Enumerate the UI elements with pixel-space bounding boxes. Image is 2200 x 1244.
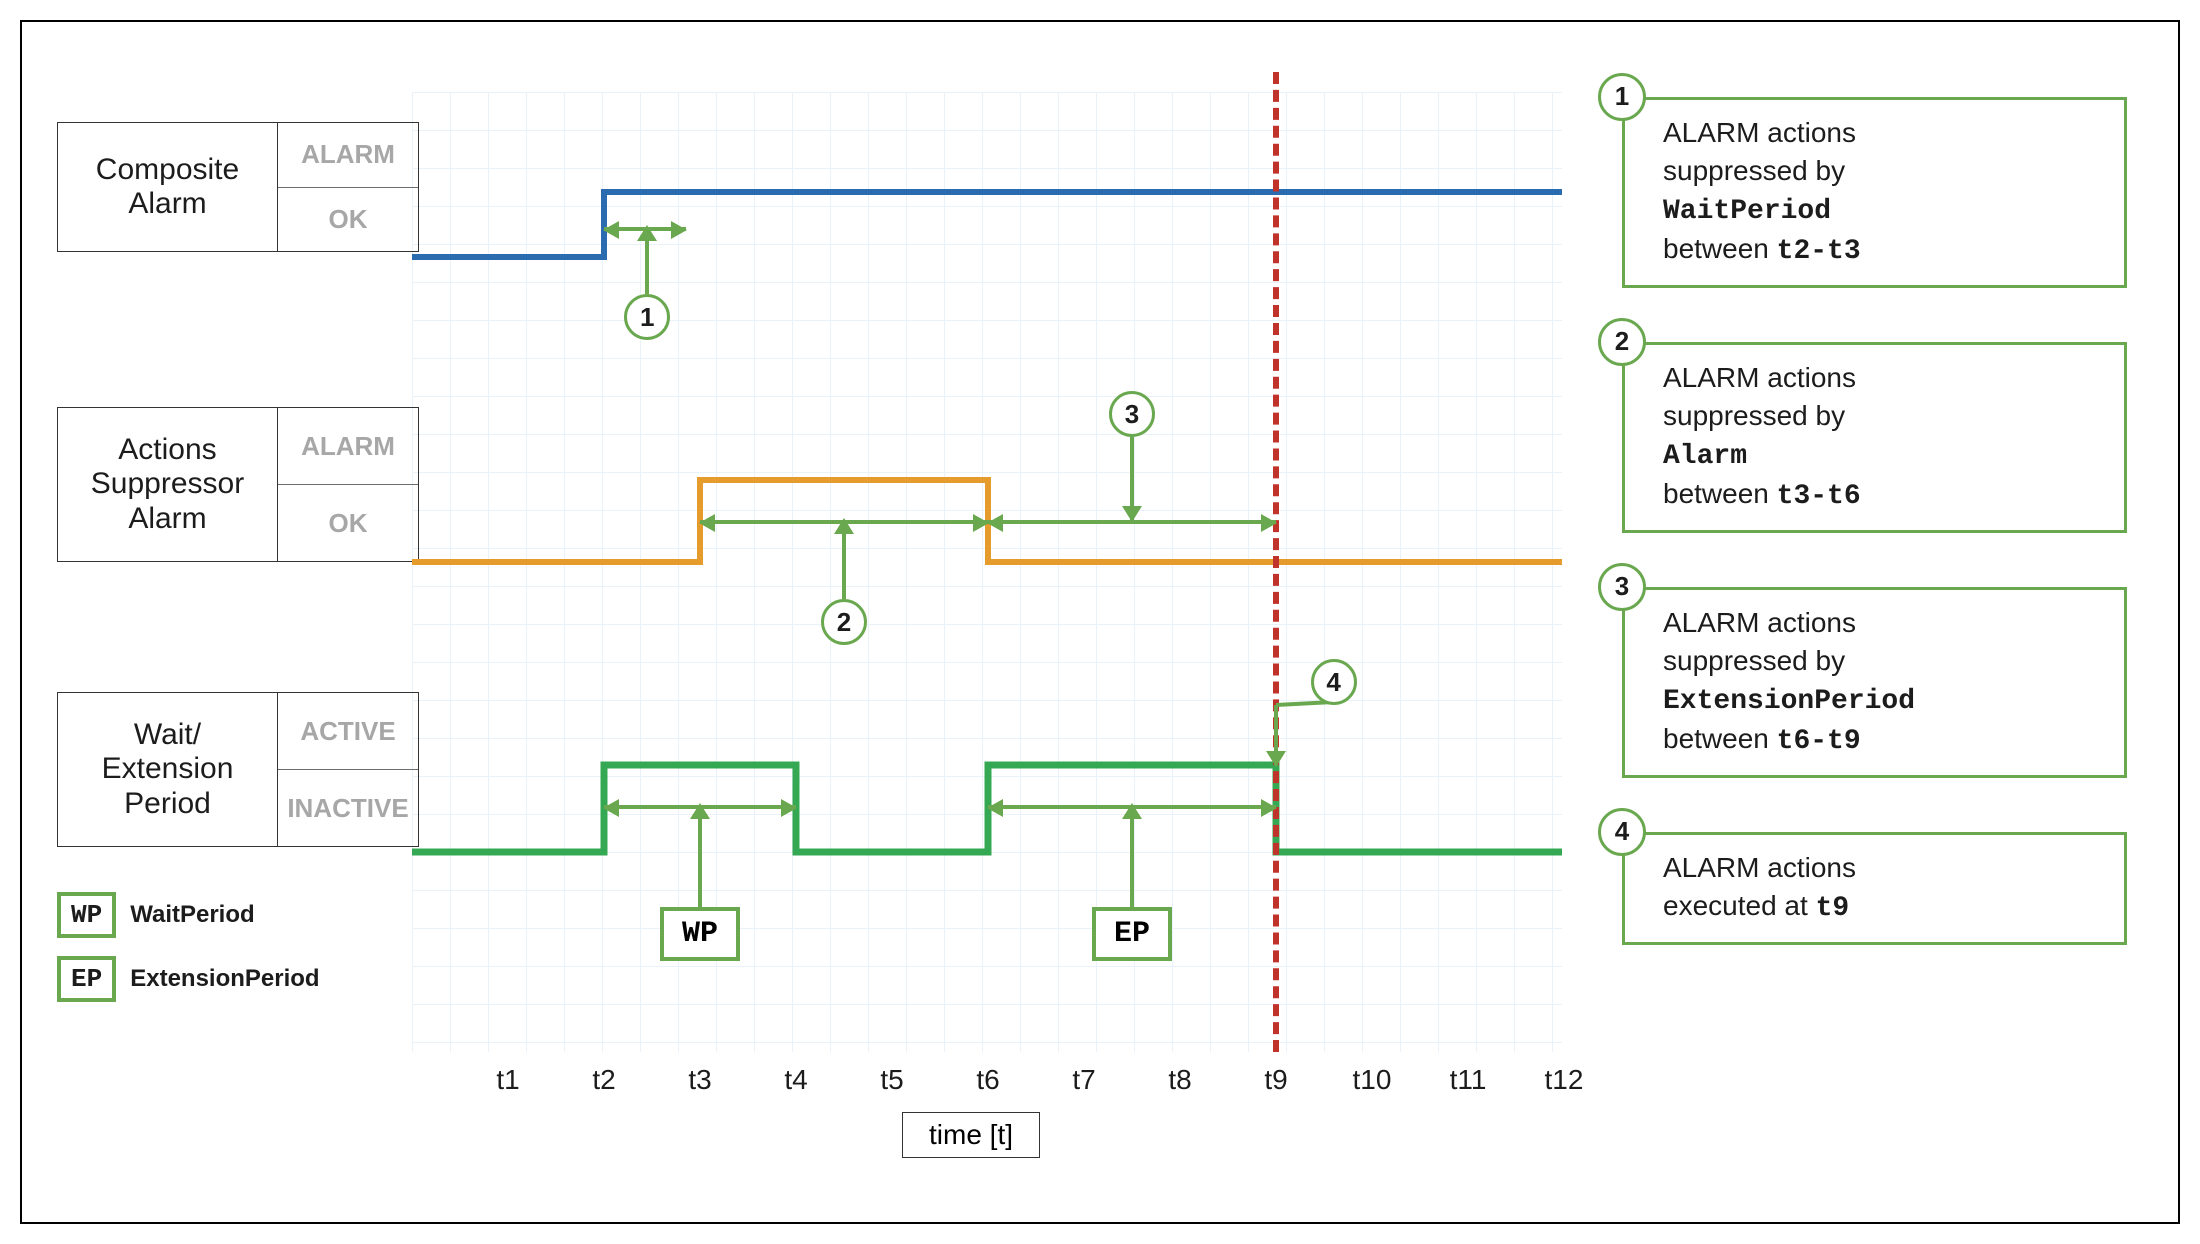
legend-chip: WP: [57, 892, 116, 938]
annotation-line: WaitPeriod: [1663, 190, 2104, 231]
legend-chip: EP: [57, 956, 116, 1002]
execution-marker-line: [1273, 72, 1279, 1052]
annotation-box: 3ALARM actionssuppressed byExtensionPeri…: [1622, 587, 2127, 778]
annotation-line: suppressed by: [1663, 642, 2104, 680]
time-tick: t5: [844, 1064, 940, 1096]
row-label-block: CompositeAlarmALARMOK: [57, 122, 419, 252]
annotation-line: executed at t9: [1663, 887, 2104, 928]
time-tick: t9: [1228, 1064, 1324, 1096]
row-state-label: OK: [278, 484, 418, 561]
chart-grid: [412, 92, 1562, 1052]
time-tick: t4: [748, 1064, 844, 1096]
row-state-label: ALARM: [278, 123, 418, 187]
annotation-line: between t2-t3: [1663, 230, 2104, 271]
row-name: ActionsSuppressorAlarm: [58, 408, 278, 561]
period-pill: EP: [1092, 907, 1172, 961]
callout-bubble: 3: [1109, 391, 1155, 437]
time-ticks: t1t2t3t4t5t6t7t8t9t10t11t12: [460, 1064, 1612, 1096]
row-state-label: OK: [278, 187, 418, 252]
callout-bubble: 2: [821, 599, 867, 645]
legend-item-ep: EP ExtensionPeriod: [57, 956, 320, 1002]
row-name: CompositeAlarm: [58, 123, 278, 251]
annotation-line: ALARM actions: [1663, 359, 2104, 397]
legend-item-wp: WP WaitPeriod: [57, 892, 320, 938]
time-tick: t2: [556, 1064, 652, 1096]
period-pill: WP: [660, 907, 740, 961]
annotation-line: between t6-t9: [1663, 720, 2104, 761]
row-state-label: ALARM: [278, 408, 418, 484]
time-tick: t8: [1132, 1064, 1228, 1096]
row-name: Wait/ExtensionPeriod: [58, 693, 278, 846]
annotation-number: 1: [1598, 73, 1646, 121]
connector-line: [1130, 437, 1134, 520]
connector-line: [645, 227, 649, 294]
connector-line: [1274, 705, 1278, 765]
annotation-number: 4: [1598, 808, 1646, 856]
diagram-frame: CompositeAlarmALARMOKActionsSuppressorAl…: [20, 20, 2180, 1224]
annotation-line: ALARM actions: [1663, 604, 2104, 642]
annotation-number: 3: [1598, 563, 1646, 611]
annotation-line: ExtensionPeriod: [1663, 680, 2104, 721]
connector-line: [842, 520, 846, 599]
mini-legend: WP WaitPeriod EP ExtensionPeriod: [57, 892, 320, 1020]
time-tick: t10: [1324, 1064, 1420, 1096]
legend-label: WaitPeriod: [130, 901, 254, 929]
annotation-line: Alarm: [1663, 435, 2104, 476]
callout-bubble: 1: [624, 294, 670, 340]
time-tick: t11: [1420, 1064, 1516, 1096]
annotation-line: suppressed by: [1663, 397, 2104, 435]
row-label-block: ActionsSuppressorAlarmALARMOK: [57, 407, 419, 562]
time-tick: t6: [940, 1064, 1036, 1096]
callout-bubble: 4: [1311, 659, 1357, 705]
axis-label: time [t]: [902, 1112, 1040, 1158]
annotation-number: 2: [1598, 318, 1646, 366]
annotation-box: 1ALARM actionssuppressed byWaitPeriodbet…: [1622, 97, 2127, 288]
connector-line: [1130, 805, 1134, 907]
row-label-block: Wait/ExtensionPeriodACTIVEINACTIVE: [57, 692, 419, 847]
time-tick: t12: [1516, 1064, 1612, 1096]
connector-line: [698, 805, 702, 907]
annotation-line: between t3-t6: [1663, 475, 2104, 516]
annotation-box: 4ALARM actionsexecuted at t9: [1622, 832, 2127, 945]
row-state-label: ACTIVE: [278, 693, 418, 769]
annotation-box: 2ALARM actionssuppressed byAlarmbetween …: [1622, 342, 2127, 533]
time-tick: t1: [460, 1064, 556, 1096]
time-tick: t7: [1036, 1064, 1132, 1096]
legend-label: ExtensionPeriod: [130, 965, 319, 993]
annotation-line: ALARM actions: [1663, 849, 2104, 887]
annotation-line: suppressed by: [1663, 152, 2104, 190]
row-state-label: INACTIVE: [278, 769, 418, 846]
time-tick: t3: [652, 1064, 748, 1096]
annotation-line: ALARM actions: [1663, 114, 2104, 152]
